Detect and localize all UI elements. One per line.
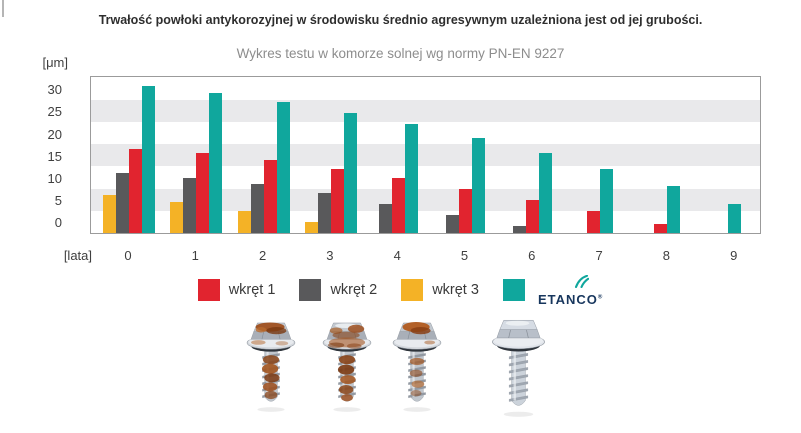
bar-etanco-year-6 <box>539 153 553 233</box>
bar-wkręt-1-year-6 <box>526 199 540 233</box>
bar-wkręt-1-year-1 <box>196 153 210 233</box>
bar-group-year-8 <box>654 186 681 233</box>
legend-swatch-1 <box>197 279 220 301</box>
x-tick-label: 8 <box>662 248 670 263</box>
bar-etanco-year-9 <box>728 204 742 233</box>
y-tick-label: 5 <box>54 193 62 209</box>
x-tick-label: 7 <box>595 248 603 263</box>
bar-etanco-year-3 <box>343 113 357 233</box>
grid-stripe <box>91 144 760 167</box>
bar-group-year-5 <box>446 137 485 233</box>
bar-group-year-2 <box>237 102 290 233</box>
bar-etanco-year-8 <box>667 186 681 233</box>
bar-group-year-1 <box>170 93 223 233</box>
bar-wkręt-1-year-4 <box>391 177 405 233</box>
legend-label-2: wkręt 2 <box>330 282 378 298</box>
legend-item-1: wkręt 1 <box>197 279 276 301</box>
bar-etanco-year-1 <box>209 93 223 233</box>
bar-etanco-year-0 <box>142 86 155 233</box>
bar-wkręt-2-year-3 <box>317 193 331 233</box>
y-axis-unit-label: [μm] <box>42 55 68 70</box>
bar-wkręt-2-year-6 <box>513 226 527 233</box>
legend-swatch-3 <box>401 279 424 301</box>
x-tick-label: 9 <box>730 248 738 263</box>
x-tick-label: 3 <box>326 248 334 263</box>
x-tick-label: 5 <box>460 248 469 263</box>
legend-label-3: wkręt 3 <box>432 282 479 298</box>
chart-title: Trwałość powłoki antykorozyjnej w środow… <box>98 13 703 27</box>
bar-group-year-4 <box>378 124 418 233</box>
x-tick-label: 2 <box>258 248 267 263</box>
bar-wkręt-1-year-8 <box>654 224 668 233</box>
bar-wkręt-3-year-3 <box>304 221 318 233</box>
legend-swatch-2 <box>299 279 322 301</box>
screw-sample-3 <box>388 314 446 423</box>
x-tick-label: 1 <box>191 248 199 263</box>
etanco-logo-text: ETANCO® <box>537 291 604 307</box>
etanco-flame-icon <box>574 274 590 292</box>
y-tick-label: 25 <box>47 104 62 120</box>
legend: wkręt 1 wkręt 2 wkręt 3 ETANCO® <box>0 274 801 306</box>
bar-etanco-year-2 <box>276 102 290 233</box>
x-tick-label: 4 <box>393 248 401 263</box>
bar-wkręt-1-year-0 <box>129 148 142 233</box>
y-tick-label: 0 <box>54 215 62 231</box>
bar-wkręt-3-year-0 <box>103 195 116 233</box>
registered-mark: ® <box>597 294 604 301</box>
bar-etanco-year-7 <box>600 168 614 233</box>
legend-label-1: wkręt 1 <box>228 282 276 298</box>
grid-stripe <box>91 99 760 122</box>
bar-group-year-0 <box>103 86 155 233</box>
x-tick-label: 6 <box>528 248 536 263</box>
bar-wkręt-2-year-1 <box>183 177 197 233</box>
screw-sample-2 <box>318 314 376 423</box>
bar-wkręt-3-year-2 <box>237 210 251 233</box>
y-tick-label: 20 <box>47 126 62 142</box>
bar-wkręt-2-year-4 <box>378 204 392 233</box>
screw-sample-4 <box>487 315 550 424</box>
bar-wkręt-2-year-5 <box>446 215 459 233</box>
bar-group-year-7 <box>587 168 614 233</box>
etanco-logo: ETANCO® <box>537 274 604 307</box>
screw-sample-1 <box>242 314 300 423</box>
y-tick-label: 10 <box>47 171 62 186</box>
bar-etanco-year-5 <box>472 137 485 233</box>
bar-etanco-year-4 <box>404 124 418 233</box>
bar-wkręt-1-year-3 <box>330 168 344 233</box>
chart-subtitle: Wykres testu w komorze solnej wg normy P… <box>236 46 565 61</box>
bar-wkręt-1-year-7 <box>587 210 601 233</box>
legend-item-3: wkręt 3 <box>401 279 479 301</box>
legend-swatch-4 <box>502 279 525 301</box>
x-tick-label: 0 <box>124 248 132 263</box>
bar-wkręt-2-year-2 <box>250 184 264 233</box>
bar-wkręt-1-year-5 <box>459 188 472 233</box>
legend-item-4: ETANCO® <box>502 274 604 307</box>
y-tick-label: 30 <box>47 82 62 98</box>
crop-artifact-line <box>2 0 4 17</box>
bar-group-year-6 <box>513 153 553 233</box>
y-tick-label: 15 <box>47 148 62 164</box>
plot-area <box>90 76 761 234</box>
bar-wkręt-3-year-1 <box>170 201 184 233</box>
bar-wkręt-1-year-2 <box>263 159 277 233</box>
bar-group-year-9 <box>728 204 742 233</box>
bar-wkręt-2-year-0 <box>116 173 129 233</box>
x-axis-unit-label: [lata] <box>63 248 92 263</box>
bar-group-year-3 <box>304 113 357 233</box>
legend-item-2: wkręt 2 <box>299 279 377 301</box>
